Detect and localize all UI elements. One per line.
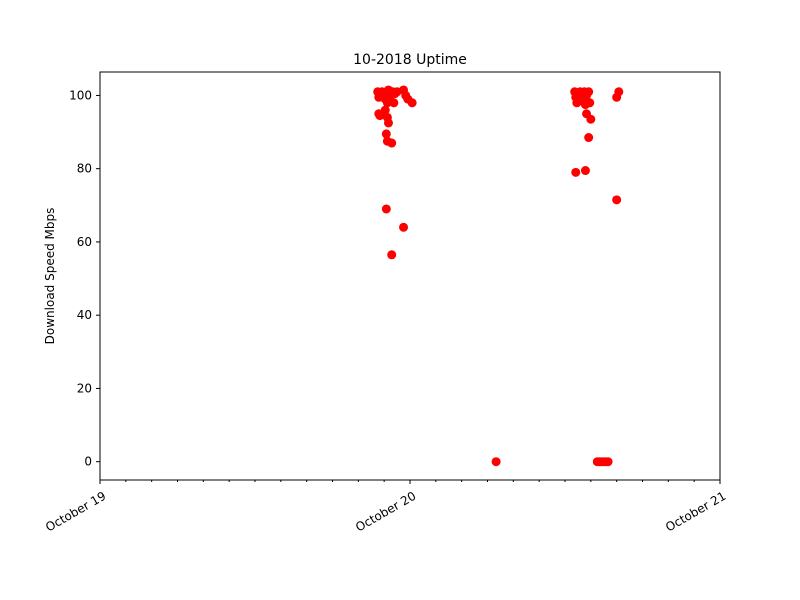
data-point bbox=[585, 98, 595, 108]
x-tick-label: October 19 bbox=[43, 489, 108, 535]
data-point bbox=[571, 167, 581, 177]
data-point bbox=[603, 457, 613, 467]
data-point bbox=[389, 98, 399, 108]
x-tick-label: October 21 bbox=[663, 489, 728, 535]
y-axis: 0 20 40 60 80 100 bbox=[69, 88, 100, 469]
y-tick-label: 0 bbox=[84, 455, 92, 469]
x-tick-label: October 20 bbox=[353, 489, 418, 535]
data-point bbox=[381, 129, 391, 139]
data-point bbox=[375, 111, 385, 121]
y-tick-label: 40 bbox=[77, 308, 92, 322]
data-points bbox=[373, 85, 624, 467]
y-tick-label: 100 bbox=[69, 88, 92, 102]
y-tick-label: 20 bbox=[77, 381, 92, 395]
y-tick-label: 60 bbox=[77, 235, 92, 249]
data-point bbox=[387, 250, 397, 260]
y-axis-label: Download Speed Mbps bbox=[43, 208, 57, 345]
x-axis: October 19 October 20 October 21 bbox=[43, 480, 728, 534]
data-point bbox=[614, 87, 624, 97]
plot-frame bbox=[99, 71, 721, 481]
data-point bbox=[380, 105, 390, 115]
data-point bbox=[584, 133, 594, 143]
data-point bbox=[407, 98, 417, 108]
data-point bbox=[399, 222, 409, 232]
data-point bbox=[584, 87, 594, 97]
data-point bbox=[387, 138, 397, 148]
data-point bbox=[383, 118, 393, 128]
chart-title: 10-2018 Uptime bbox=[353, 52, 467, 68]
data-point bbox=[612, 195, 622, 205]
y-tick-label: 80 bbox=[77, 162, 92, 176]
data-point bbox=[586, 114, 596, 124]
data-point bbox=[580, 166, 590, 176]
data-point bbox=[491, 457, 501, 467]
data-point bbox=[381, 204, 391, 214]
